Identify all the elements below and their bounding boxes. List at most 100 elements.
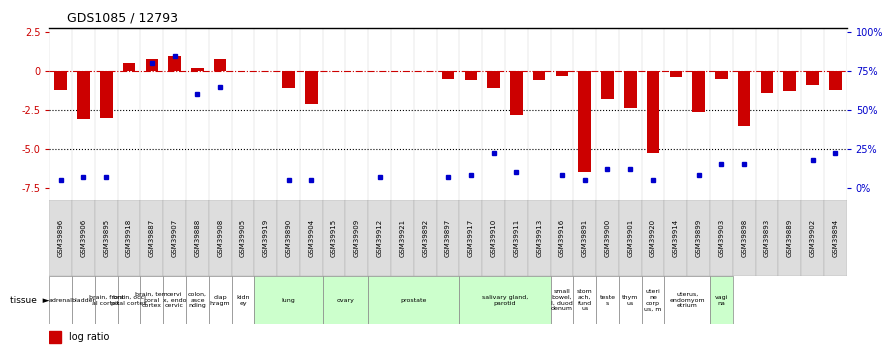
Text: GSM39900: GSM39900 <box>605 219 610 257</box>
Bar <box>579 71 591 172</box>
Text: GSM39917: GSM39917 <box>468 219 474 257</box>
Text: GSM39915: GSM39915 <box>332 219 337 257</box>
Text: brain, occi
pital cortex: brain, occi pital cortex <box>111 295 147 306</box>
Text: uterus,
endomyom
etrium: uterus, endomyom etrium <box>669 292 705 308</box>
Bar <box>117 200 141 276</box>
Text: GSM39911: GSM39911 <box>513 219 520 257</box>
Text: GSM39891: GSM39891 <box>582 219 588 257</box>
Bar <box>596 200 619 276</box>
Text: vagi
na: vagi na <box>715 295 728 306</box>
Bar <box>391 200 414 276</box>
Bar <box>55 71 67 90</box>
Bar <box>49 200 72 276</box>
Text: GSM39895: GSM39895 <box>103 219 109 257</box>
Bar <box>624 71 636 108</box>
Bar <box>460 200 482 276</box>
Bar <box>231 276 254 324</box>
Bar <box>665 200 687 276</box>
Bar <box>191 68 203 71</box>
Bar <box>573 200 596 276</box>
Text: GSM39920: GSM39920 <box>650 219 656 257</box>
Text: GSM39918: GSM39918 <box>126 219 132 257</box>
Bar <box>550 276 573 324</box>
Bar <box>619 200 642 276</box>
Text: GSM39894: GSM39894 <box>832 219 839 257</box>
Text: GSM39893: GSM39893 <box>764 219 770 257</box>
Bar <box>100 71 113 118</box>
Bar <box>619 276 642 324</box>
Bar <box>824 200 847 276</box>
Bar <box>300 200 323 276</box>
Text: GSM39899: GSM39899 <box>695 219 702 257</box>
Bar <box>95 276 117 324</box>
Bar <box>368 200 391 276</box>
Bar <box>254 276 323 324</box>
Bar <box>601 71 614 99</box>
Text: uteri
ne
corp
us, m: uteri ne corp us, m <box>644 289 662 311</box>
Text: GSM39909: GSM39909 <box>354 219 360 257</box>
Bar <box>596 276 619 324</box>
Text: GSM39897: GSM39897 <box>445 219 451 257</box>
Text: log ratio: log ratio <box>69 332 109 342</box>
Bar <box>282 71 295 88</box>
Text: adrenal: adrenal <box>48 298 73 303</box>
Bar <box>141 200 163 276</box>
Bar <box>647 71 659 154</box>
Bar <box>738 71 751 126</box>
Bar <box>163 276 186 324</box>
Text: lung: lung <box>281 298 296 303</box>
Bar <box>414 200 436 276</box>
Text: brain, front
al cortex: brain, front al cortex <box>89 295 124 306</box>
Bar <box>49 276 72 324</box>
Bar <box>487 71 500 88</box>
Bar <box>829 71 841 90</box>
Text: cervi
x, endo
cervic: cervi x, endo cervic <box>163 292 186 308</box>
Bar <box>710 276 733 324</box>
Text: colon,
asce
nding: colon, asce nding <box>188 292 207 308</box>
Bar <box>442 71 454 79</box>
Text: GDS1085 / 12793: GDS1085 / 12793 <box>67 11 178 24</box>
Text: thym
us: thym us <box>622 295 639 306</box>
Bar <box>77 71 90 119</box>
Bar <box>277 200 300 276</box>
Text: GSM39901: GSM39901 <box>627 219 633 257</box>
Bar <box>186 276 209 324</box>
Text: brain, tem
poral
cortex: brain, tem poral cortex <box>135 292 168 308</box>
Bar <box>49 331 61 344</box>
Bar <box>687 200 710 276</box>
Text: tissue  ►: tissue ► <box>10 296 49 305</box>
Text: ovary: ovary <box>337 298 355 303</box>
Bar <box>186 200 209 276</box>
Bar <box>72 200 95 276</box>
Bar <box>550 200 573 276</box>
Text: GSM39903: GSM39903 <box>719 219 724 257</box>
Bar <box>464 71 477 80</box>
Text: GSM39919: GSM39919 <box>263 219 269 257</box>
Bar <box>669 71 682 77</box>
Bar <box>642 276 665 324</box>
Bar <box>368 276 460 324</box>
Bar <box>254 200 277 276</box>
Text: GSM39892: GSM39892 <box>422 219 428 257</box>
Bar <box>505 200 528 276</box>
Text: stom
ach,
fund
us: stom ach, fund us <box>577 289 592 311</box>
Bar <box>665 276 710 324</box>
Text: GSM39904: GSM39904 <box>308 219 314 257</box>
Text: GSM39906: GSM39906 <box>81 219 86 257</box>
Bar <box>710 200 733 276</box>
Bar <box>693 71 705 111</box>
Bar <box>323 276 368 324</box>
Bar <box>123 63 135 71</box>
Text: GSM39898: GSM39898 <box>741 219 747 257</box>
Bar <box>482 200 505 276</box>
Bar <box>141 276 163 324</box>
Bar <box>761 71 773 93</box>
Text: GSM39888: GSM39888 <box>194 219 201 257</box>
Bar <box>95 200 117 276</box>
Bar <box>168 56 181 71</box>
Text: prostate: prostate <box>401 298 427 303</box>
Bar <box>642 200 665 276</box>
Text: GSM39887: GSM39887 <box>149 219 155 257</box>
Text: GSM39908: GSM39908 <box>217 219 223 257</box>
Bar <box>510 71 522 115</box>
